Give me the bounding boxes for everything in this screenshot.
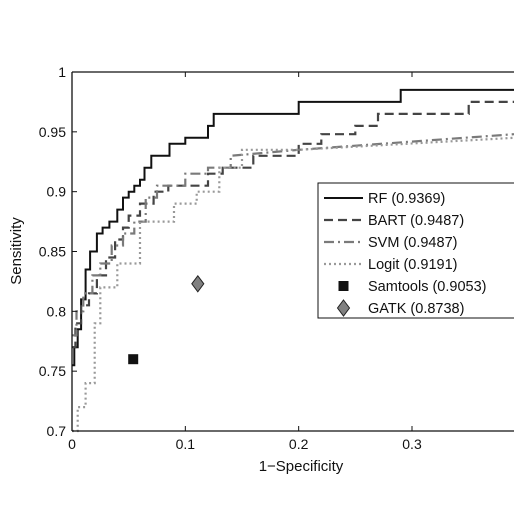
operating-points xyxy=(128,274,205,365)
y-tick-label-3: 0.85 xyxy=(39,244,66,260)
y-axis-label: Sensitivity xyxy=(8,217,25,285)
y-tick-label-4: 0.9 xyxy=(47,184,67,200)
legend-label-3: Logit (0.9191) xyxy=(368,257,457,273)
series-2-line xyxy=(72,133,514,337)
legend-label-0: RF (0.9369) xyxy=(368,191,445,207)
legend-box xyxy=(317,182,514,319)
y-tick-label-5: 0.95 xyxy=(39,124,66,140)
y-tick-label-6: 1 xyxy=(58,64,66,80)
point-0-marker xyxy=(128,354,139,365)
legend-marker-0 xyxy=(338,281,349,291)
y-tick-label-0: 0.7 xyxy=(47,423,67,439)
point-1-marker xyxy=(191,274,205,293)
y-tick-label-1: 0.75 xyxy=(39,363,66,379)
x-tick-label-2: 0.2 xyxy=(289,436,309,452)
ticks: 0 0.1 0.2 0.3 0.7 0.75 0.8 0.85 0.9 0.95 1 xyxy=(39,64,422,452)
series-3-line xyxy=(72,136,514,433)
x-tick-label-3: 0.3 xyxy=(402,436,422,452)
x-tick-label-1: 0.1 xyxy=(176,436,196,452)
legend-point-label-0: Samtools (0.9053) xyxy=(368,279,486,295)
legend: RF (0.9369) BART (0.9487) SVM (0.9487) Logi… xyxy=(317,182,514,319)
legend-label-2: SVM (0.9487) xyxy=(368,235,457,251)
y-tick-label-2: 0.8 xyxy=(47,303,67,319)
legend-point-label-1: GATK (0.8738) xyxy=(368,301,464,317)
roc-curves xyxy=(72,88,514,433)
x-axis-label: 1−Specificity xyxy=(259,458,344,475)
legend-label-1: BART (0.9487) xyxy=(368,213,464,229)
x-tick-label-0: 0 xyxy=(68,436,76,452)
series-0-line xyxy=(72,88,514,367)
legend-marker-1 xyxy=(336,299,351,317)
